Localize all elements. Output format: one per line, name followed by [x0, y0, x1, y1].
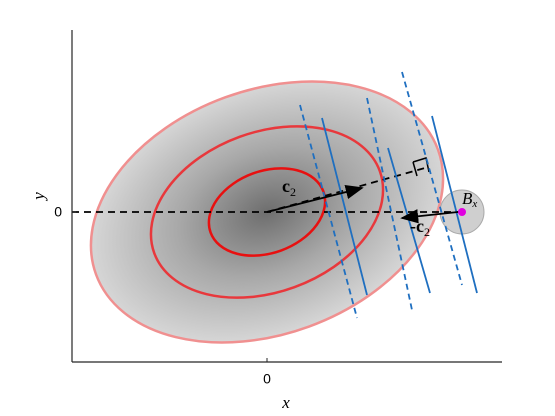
hyperplane [321, 117, 368, 296]
label-neg-c2: -c2 [410, 216, 430, 239]
label-symbol: B [462, 189, 473, 208]
label-ball: Bx [462, 189, 477, 210]
arrow-c2 [266, 184, 364, 213]
label-symbol: -c [410, 216, 424, 236]
hyperplane-dashed [366, 97, 413, 311]
right-angle [412, 157, 430, 177]
y-tick-label: 0 [54, 204, 62, 220]
label-subscript: 2 [290, 185, 296, 199]
point-x [458, 208, 466, 216]
middle-ellipse [149, 125, 385, 299]
label-subscript: x [471, 198, 477, 210]
x-axis-label: x [281, 393, 290, 412]
label-subscript: 2 [424, 225, 430, 239]
label-symbol: c [282, 176, 290, 196]
x-tick-label: 0 [263, 371, 271, 387]
hyperplane-dashed [401, 71, 463, 286]
y-axis-label: y [29, 192, 48, 202]
inner-ellipse [207, 167, 327, 257]
hyperplane-dashed [299, 104, 358, 319]
label-c2: c2 [282, 176, 296, 199]
hyperplane [431, 115, 478, 294]
arrow-neg-c2 [400, 209, 459, 224]
